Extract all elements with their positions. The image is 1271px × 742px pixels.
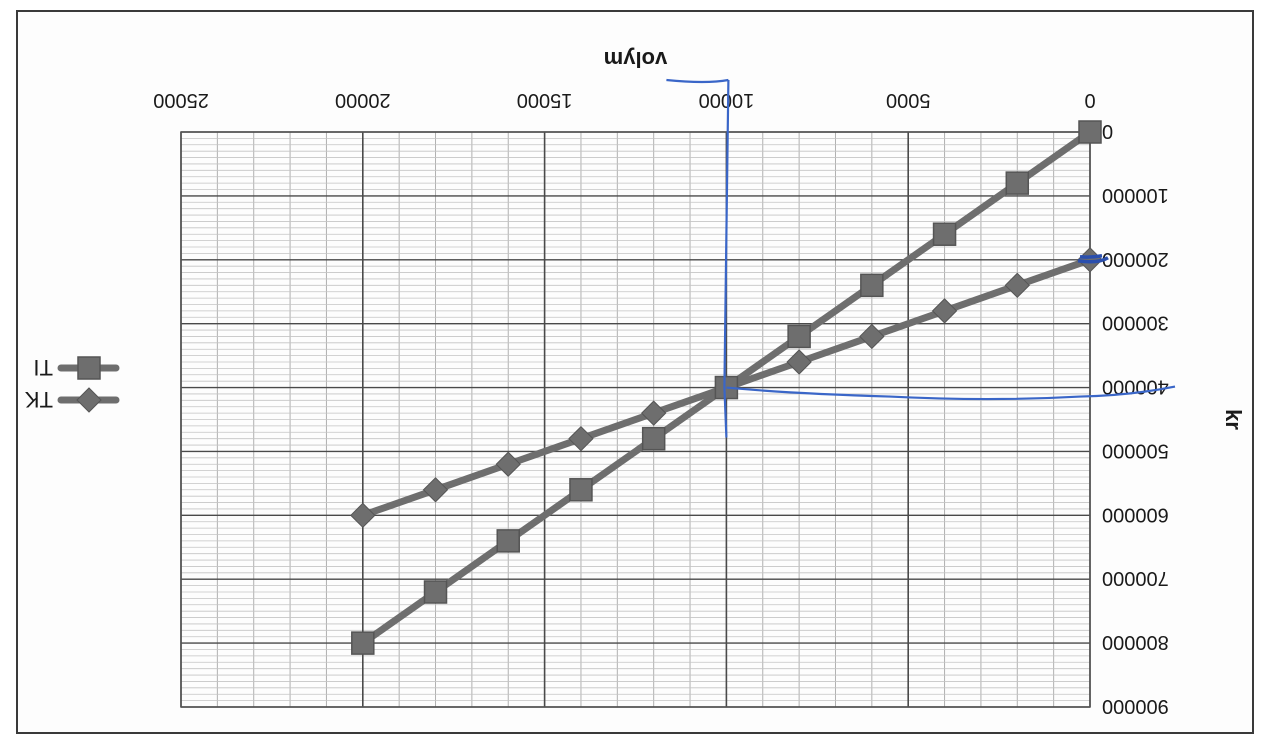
- data-point-ti: [1078, 120, 1102, 144]
- plot-area: [180, 131, 1091, 708]
- data-point-tk: [495, 451, 521, 477]
- annotation-vertical-line: [666, 78, 730, 438]
- y-tick-label: 900000: [1102, 695, 1169, 717]
- data-point-ti: [787, 324, 811, 349]
- y-axis-title: kr: [1221, 409, 1246, 430]
- chart-frame: [16, 10, 1254, 734]
- x-axis-title: volym: [604, 47, 668, 72]
- grid-minor: [180, 131, 1091, 708]
- data-point-ti: [423, 580, 448, 604]
- data-point-ti: [351, 631, 375, 655]
- y-tick-label: 200000: [1102, 248, 1169, 270]
- legend: TK TI: [25, 355, 120, 413]
- x-tick-label: 15000: [517, 89, 573, 111]
- data-point-ti: [641, 426, 666, 451]
- data-point-ti: [1005, 171, 1030, 195]
- y-tick-label: 400000: [1102, 376, 1169, 398]
- legend-item-tk: TK: [25, 387, 120, 413]
- y-tick-label: 500000: [1102, 439, 1169, 461]
- data-point-tk: [350, 502, 376, 529]
- data-point-tk: [931, 298, 958, 324]
- x-tick-label: 20000: [335, 89, 391, 111]
- y-tick-label: 100000: [1102, 184, 1169, 206]
- annotation-layer: [666, 78, 1176, 438]
- data-point-tk: [1004, 272, 1030, 299]
- data-point-tk: [422, 477, 449, 503]
- data-point-ti: [496, 529, 520, 553]
- y-tick-labels: 0 100000 200000 300000 400000 500000 600000 700…: [1102, 120, 1169, 717]
- data-point-ti: [569, 478, 593, 502]
- data-point-tk: [859, 323, 885, 350]
- data-point-tk: [786, 349, 812, 375]
- y-tick-label: 600000: [1102, 503, 1169, 525]
- x-tick-label: 5000: [886, 89, 931, 111]
- data-point-tk: [1077, 247, 1103, 273]
- data-point-tk: [640, 400, 667, 426]
- y-tick-label: 700000: [1102, 567, 1169, 589]
- x-tick-labels: 0 5000 10000 15000 20000 25000: [153, 89, 1095, 111]
- legend-label-ti: TI: [33, 355, 53, 380]
- legend-item-ti: TI: [33, 355, 120, 380]
- legend-label-tk: TK: [25, 387, 53, 412]
- y-tick-label: 0: [1102, 120, 1113, 142]
- legend-marker-ti: [77, 356, 101, 380]
- y-tick-label: 300000: [1102, 312, 1169, 334]
- x-tick-label: 0: [1084, 89, 1095, 111]
- legend-marker-tk: [76, 387, 102, 413]
- y-tick-label: 800000: [1102, 631, 1169, 653]
- annotation-horizontal-line: [726, 385, 1176, 401]
- x-tick-label: 25000: [153, 89, 209, 111]
- x-tick-label: 10000: [699, 89, 755, 111]
- annotation-mark: [1077, 254, 1109, 264]
- data-point-tk: [568, 425, 594, 452]
- data-point-ti: [860, 273, 884, 298]
- data-point-ti: [932, 222, 957, 246]
- chart-rotated-group: 0 5000 10000 15000 20000 25000 0 100000 200000 3…: [25, 47, 1246, 717]
